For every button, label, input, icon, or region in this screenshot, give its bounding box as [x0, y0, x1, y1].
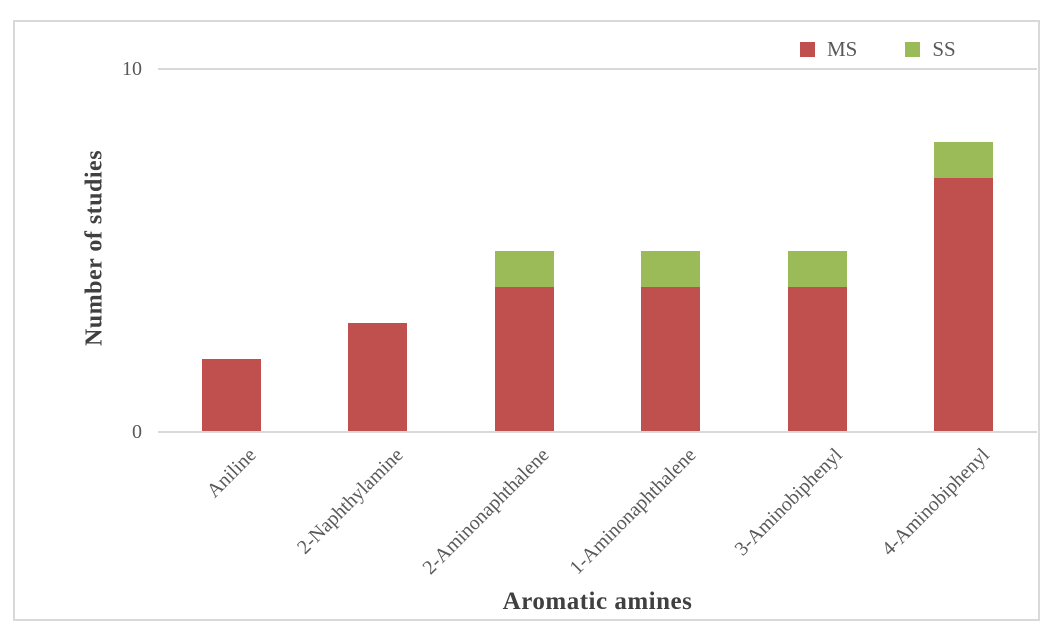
x-axis-title: Aromatic amines [502, 588, 693, 615]
y-tick-label-0: 0 [132, 421, 142, 443]
bar-segment-ms-2 [348, 323, 408, 432]
bar-segment-ms-3 [494, 286, 554, 432]
legend-swatch-ms [800, 41, 815, 57]
gridline-y10 [158, 68, 1037, 70]
bar-segment-ms-4 [641, 286, 701, 432]
bar-segment-ss-4 [641, 250, 701, 287]
bar-segment-ss-5 [787, 250, 847, 287]
legend-item-ss: SS [905, 36, 956, 61]
legend: MS SS [800, 34, 956, 64]
legend-label-ss: SS [932, 36, 956, 61]
bar-segment-ms-1 [201, 359, 261, 432]
bar-segment-ss-6 [934, 141, 994, 178]
bar-segment-ss-3 [494, 250, 554, 287]
legend-swatch-ss [905, 41, 921, 57]
bar-segment-ms-6 [934, 177, 994, 432]
legend-label-ms: MS [827, 36, 858, 61]
y-axis-title: Number of studies [81, 149, 108, 347]
legend-item-ms: MS [800, 36, 858, 61]
x-axis-line [158, 431, 1037, 433]
bar-segment-ms-5 [787, 286, 847, 432]
y-tick-label-10: 10 [122, 58, 142, 80]
